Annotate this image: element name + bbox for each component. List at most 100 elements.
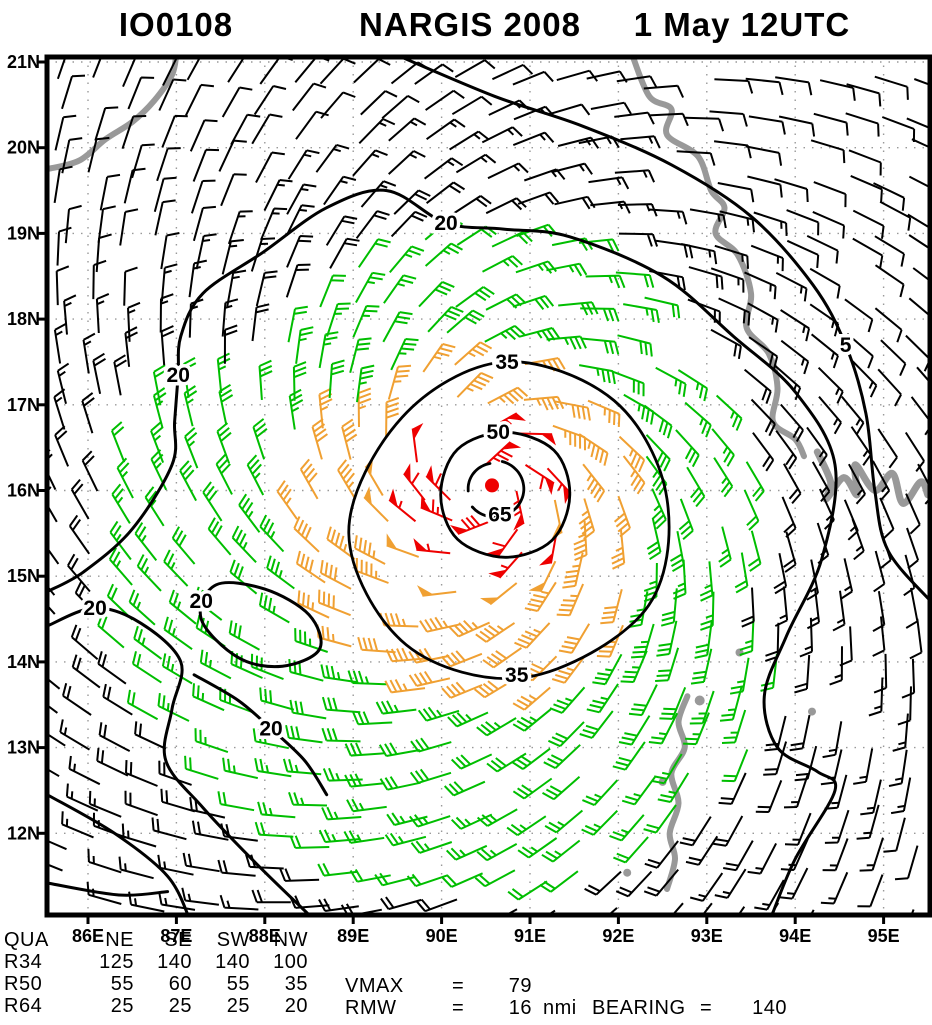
wind-barb	[881, 116, 916, 143]
wind-barb	[220, 173, 247, 207]
wind-barb	[486, 752, 527, 773]
wind-barb	[763, 741, 788, 776]
wind-barb	[579, 364, 616, 385]
r64-sw: 25	[226, 995, 250, 1017]
table-header-nw: NW	[273, 929, 308, 951]
wind-barb	[750, 398, 776, 437]
wind-barb	[357, 387, 372, 428]
wind-barb	[818, 396, 842, 435]
wind-barb	[631, 623, 655, 659]
wind-barb	[192, 148, 220, 182]
wind-barb	[905, 334, 928, 372]
wind-barb	[508, 490, 525, 525]
wind-barb	[252, 418, 268, 460]
wind-barb	[49, 529, 60, 565]
r50-nw: 35	[284, 973, 308, 995]
wind-barb	[403, 472, 426, 501]
wind-barb	[721, 709, 747, 744]
wind-barb	[548, 103, 591, 116]
wind-barb	[250, 653, 284, 681]
wind-barb	[613, 495, 631, 538]
wind-barb	[125, 760, 158, 787]
wind-barb	[851, 360, 878, 398]
wind-barb	[617, 334, 653, 357]
wind-barb	[843, 499, 859, 541]
wind-barb	[87, 848, 122, 874]
wind-barb	[279, 868, 320, 882]
wind-barb	[289, 699, 327, 720]
r50-se: 60	[168, 973, 192, 995]
wind-barb	[295, 326, 314, 364]
wind-barb	[711, 428, 735, 467]
wind-barb	[491, 231, 533, 248]
wind-barb	[116, 457, 134, 499]
wind-barb	[121, 115, 147, 150]
wind-barb	[685, 116, 725, 132]
storm-center-dot	[485, 478, 499, 493]
r34-ne: 125	[99, 951, 134, 973]
wind-barb	[512, 686, 551, 711]
wind-barb	[484, 441, 513, 466]
wind-barb	[774, 178, 809, 203]
wind-barb	[418, 280, 455, 308]
wind-barb	[383, 274, 417, 304]
wind-barb	[127, 76, 155, 110]
wind-barb	[616, 75, 658, 89]
wind-barb	[813, 112, 849, 136]
wind-barb	[246, 454, 265, 496]
wind-barb	[890, 777, 912, 815]
wind-barb	[62, 682, 92, 716]
wind-barb	[441, 681, 483, 699]
wind-barb	[124, 790, 158, 817]
wind-barb	[745, 461, 765, 502]
wind-barb	[524, 357, 566, 372]
wind-barb	[512, 708, 552, 732]
wind-barb	[410, 737, 452, 753]
wind-barb	[320, 91, 356, 119]
wind-barb	[68, 755, 101, 786]
wind-barb	[578, 498, 596, 540]
coastline	[664, 693, 691, 892]
wind-barb	[289, 835, 330, 849]
contour-label-20: 20	[83, 597, 106, 620]
isotach-contour-35	[347, 360, 671, 680]
wind-barb	[55, 265, 70, 306]
wind-barb	[879, 200, 912, 231]
wind-barb	[207, 517, 232, 556]
wind-barb	[297, 590, 330, 619]
wind-barb	[54, 425, 70, 467]
wind-barb	[328, 359, 345, 399]
wind-barb	[378, 742, 420, 757]
wind-barb	[748, 115, 786, 135]
wind-barb	[622, 455, 646, 495]
wind-barb	[872, 616, 886, 657]
wind-barb	[515, 260, 557, 274]
wind-barb	[337, 459, 357, 500]
wind-barb	[258, 592, 290, 624]
wind-barb	[582, 779, 619, 807]
wind-barb	[63, 294, 77, 335]
wind-barb	[713, 815, 744, 847]
wind-barb	[541, 839, 581, 863]
wind-barb	[443, 780, 486, 797]
wind-barb	[586, 683, 619, 714]
wind-barb	[524, 464, 555, 490]
barb-pennant	[389, 488, 398, 507]
wind-barb	[329, 237, 360, 269]
wind-barb	[216, 422, 232, 464]
wind-barb	[356, 364, 375, 403]
wind-barb	[897, 686, 912, 726]
wind-barb	[109, 520, 132, 561]
wind-barb	[717, 182, 755, 203]
wind-barb	[688, 266, 724, 290]
wind-barb	[68, 514, 91, 555]
wind-barb	[656, 620, 678, 657]
wind-barb	[618, 435, 646, 473]
wind-barb	[546, 262, 588, 277]
isotach-contours-layer	[49, 59, 928, 913]
contour-label-20: 20	[190, 590, 213, 613]
wind-barb	[883, 817, 906, 853]
wind-barb	[255, 151, 285, 183]
wind-barb	[584, 870, 622, 896]
wind-barb	[454, 341, 493, 366]
